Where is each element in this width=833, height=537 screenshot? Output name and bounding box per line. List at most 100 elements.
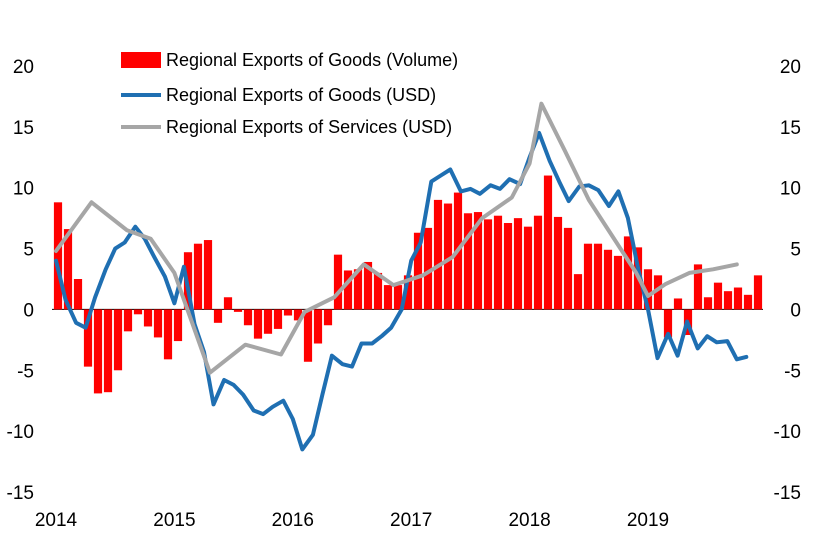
y-tick-label-left: -10 — [7, 422, 34, 443]
bar — [363, 261, 373, 310]
y-tick-label-right: -10 — [774, 422, 801, 443]
bar — [83, 309, 93, 367]
bar — [693, 264, 703, 310]
bars-series — [53, 175, 763, 394]
legend-label: Regional Exports of Services (USD) — [166, 117, 452, 137]
bar — [563, 227, 573, 310]
line-series-layer — [54, 101, 749, 452]
bar — [653, 275, 663, 310]
bar — [103, 309, 113, 393]
y-tick-label-right: 5 — [790, 240, 801, 261]
bar — [133, 309, 143, 315]
x-tick-label: 2019 — [627, 510, 669, 531]
bar — [543, 175, 553, 310]
bar — [113, 309, 123, 371]
bar — [493, 215, 503, 310]
bar — [223, 297, 233, 310]
x-tick-label: 2016 — [272, 510, 314, 531]
bar — [703, 297, 713, 310]
bar — [173, 309, 183, 342]
x-tick-label: 2017 — [390, 510, 432, 531]
bar — [143, 309, 153, 327]
bar — [643, 269, 653, 310]
services-usd-line — [54, 101, 739, 375]
bar — [53, 202, 63, 310]
bar — [503, 223, 513, 310]
bar — [623, 236, 633, 310]
y-tick-label-left: 10 — [13, 179, 34, 200]
y-tick-label-right: -15 — [774, 483, 801, 504]
bar — [483, 219, 493, 310]
bar — [593, 243, 603, 310]
bar — [723, 291, 733, 310]
bar — [473, 212, 483, 310]
bar — [333, 254, 343, 310]
bar — [443, 203, 453, 310]
legend-label: Regional Exports of Goods (Volume) — [166, 50, 458, 70]
bar — [743, 294, 753, 310]
bar — [253, 309, 263, 339]
bar — [343, 270, 353, 310]
y-tick-label-left: 0 — [23, 300, 34, 321]
bar — [573, 274, 583, 310]
bar — [203, 240, 213, 310]
y-tick-label-left: 20 — [13, 57, 34, 78]
bar — [243, 309, 253, 326]
x-tick-label: 2014 — [35, 510, 78, 531]
bar — [313, 309, 323, 344]
bar — [123, 309, 133, 332]
bar — [533, 215, 543, 310]
legend-label: Regional Exports of Goods (USD) — [166, 85, 436, 105]
bar — [213, 309, 223, 323]
legend-swatch-bar — [121, 52, 161, 68]
bar — [603, 249, 613, 310]
bar — [273, 309, 283, 329]
bar — [293, 309, 303, 321]
goods-usd-line — [54, 130, 749, 452]
bar — [583, 243, 593, 310]
y-tick-label-left: 5 — [23, 240, 34, 261]
y-tick-label-right: 0 — [790, 300, 801, 321]
y-tick-label-left: 15 — [13, 118, 34, 139]
bar — [673, 298, 683, 310]
bar — [323, 309, 333, 326]
y-tick-label-right: 10 — [780, 179, 801, 200]
bar — [93, 309, 103, 394]
bar — [193, 243, 203, 310]
bar — [613, 255, 623, 310]
y-tick-label-right: 15 — [780, 118, 801, 139]
bar — [553, 216, 563, 310]
bar — [423, 227, 433, 310]
bar — [433, 199, 443, 310]
bar — [513, 218, 523, 310]
bar — [463, 213, 473, 310]
bar — [303, 309, 313, 362]
bar — [713, 282, 723, 310]
bar — [733, 287, 743, 310]
x-tick-label: 2018 — [508, 510, 550, 531]
bar — [263, 309, 273, 334]
legend: Regional Exports of Goods (Volume) Region… — [121, 50, 458, 137]
bar — [373, 272, 383, 310]
bar — [383, 285, 393, 310]
y-tick-label-left: -15 — [7, 483, 34, 504]
bar — [73, 279, 83, 310]
bar — [283, 309, 293, 316]
bar — [153, 309, 163, 338]
bar — [233, 309, 243, 312]
bar — [393, 285, 403, 310]
bar — [413, 232, 423, 310]
bar — [753, 275, 763, 310]
y-tick-label-right: -5 — [784, 361, 801, 382]
bar — [663, 309, 673, 338]
bar — [403, 275, 413, 310]
bar — [523, 226, 533, 310]
bar — [353, 269, 363, 310]
y-tick-label-right: 20 — [780, 57, 801, 78]
bar — [63, 229, 73, 310]
bar — [163, 309, 173, 360]
y-tick-label-left: -5 — [17, 361, 34, 382]
